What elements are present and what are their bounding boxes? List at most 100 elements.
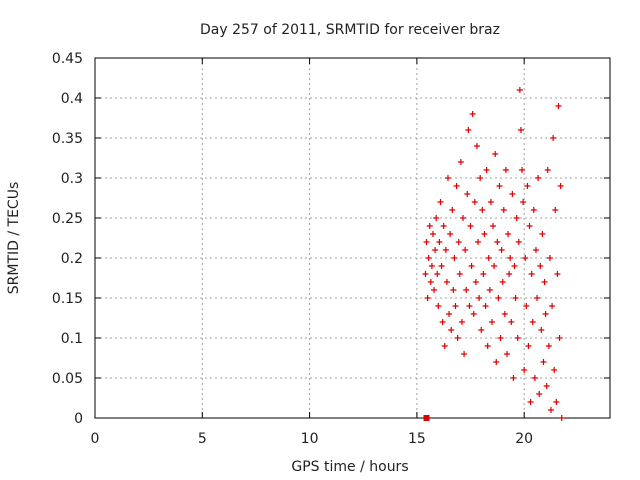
data-point [458, 319, 465, 325]
y-tick-label: 0.45 [52, 51, 83, 67]
data-point [554, 271, 561, 277]
data-point [498, 247, 505, 253]
data-point [427, 279, 434, 285]
data-point [541, 279, 548, 285]
plot-frame [94, 57, 611, 419]
chart-title: Day 257 of 2011, SRMTID for receiver bra… [200, 22, 500, 38]
data-point [520, 199, 527, 205]
data-point [446, 311, 453, 317]
data-point [537, 263, 544, 269]
data-point [493, 359, 500, 365]
data-point [525, 343, 532, 349]
data-point [539, 231, 546, 237]
data-point [551, 367, 558, 373]
data-point [535, 175, 542, 181]
data-point [476, 295, 483, 301]
data-point [460, 215, 467, 221]
x-tick-label: 20 [515, 431, 533, 447]
data-point [502, 167, 509, 173]
data-point [453, 183, 460, 189]
data-point [475, 239, 482, 245]
data-point [543, 383, 550, 389]
data-point [481, 231, 488, 237]
data-point [486, 287, 493, 293]
data-point [553, 399, 560, 405]
data-point [488, 319, 495, 325]
y-tick-label: 0.3 [61, 171, 83, 187]
data-point [472, 279, 479, 285]
data-point [531, 375, 538, 381]
data-point [550, 135, 557, 141]
data-point [513, 215, 520, 221]
y-tick-label: 0.15 [52, 291, 83, 307]
data-point [529, 319, 536, 325]
y-axis-label: SRMTID / TECUs [6, 182, 22, 295]
data-point [424, 295, 431, 301]
y-tick-label: 0 [74, 411, 83, 427]
data-point [494, 239, 501, 245]
data-point [441, 343, 448, 349]
data-point [496, 183, 503, 189]
data-point [530, 207, 537, 213]
data-point [538, 327, 545, 333]
x-tick-labels: 0 5 10 15 20 [91, 431, 534, 447]
y-tick-labels: 0 0.05 0.1 0.15 0.2 0.25 0.3 0.35 0.4 0.45 [52, 51, 83, 427]
data-point [534, 295, 541, 301]
data-point [462, 247, 469, 253]
data-point [482, 303, 489, 309]
data-point [549, 303, 556, 309]
data-point [464, 191, 471, 197]
data-point [515, 239, 522, 245]
data-point [433, 215, 440, 221]
data-point [519, 167, 526, 173]
data-point [436, 239, 443, 245]
data-point [432, 247, 439, 253]
data-point [505, 231, 512, 237]
data-point [522, 255, 529, 261]
data-point [511, 263, 518, 269]
data-point [442, 247, 449, 253]
y-tick-label: 0.35 [52, 131, 83, 147]
axis-ticks [94, 57, 610, 419]
data-point [524, 183, 531, 189]
y-tick-label: 0.25 [52, 211, 83, 227]
y-tick-label: 0.4 [61, 91, 83, 107]
data-point [509, 191, 516, 197]
data-point [465, 127, 472, 133]
data-points [422, 87, 565, 421]
data-point [492, 151, 499, 157]
data-point [455, 239, 462, 245]
data-point [470, 311, 477, 317]
data-point [429, 231, 436, 237]
data-point [463, 287, 470, 293]
data-point [440, 223, 447, 229]
data-point [499, 279, 506, 285]
data-point [558, 415, 565, 421]
x-axis-label: GPS time / hours [291, 459, 408, 475]
data-point [448, 327, 455, 333]
data-point [457, 159, 464, 165]
data-point [438, 263, 445, 269]
data-point [428, 263, 435, 269]
data-point [487, 199, 494, 205]
data-point [497, 335, 504, 341]
data-point [495, 295, 502, 301]
data-point [510, 375, 517, 381]
data-point [500, 207, 507, 213]
data-point [544, 167, 551, 173]
data-point [483, 167, 490, 173]
data-point [478, 327, 485, 333]
data-point [477, 175, 484, 181]
gridlines [95, 58, 610, 418]
data-point [444, 175, 451, 181]
data-point [506, 271, 513, 277]
data-point [434, 271, 441, 277]
data-point [467, 223, 474, 229]
data-point [527, 399, 534, 405]
data-point [547, 407, 554, 413]
data-point [540, 359, 547, 365]
data-point [517, 127, 524, 133]
data-point [437, 199, 444, 205]
x-tick-label: 15 [408, 431, 426, 447]
data-point [431, 287, 438, 293]
